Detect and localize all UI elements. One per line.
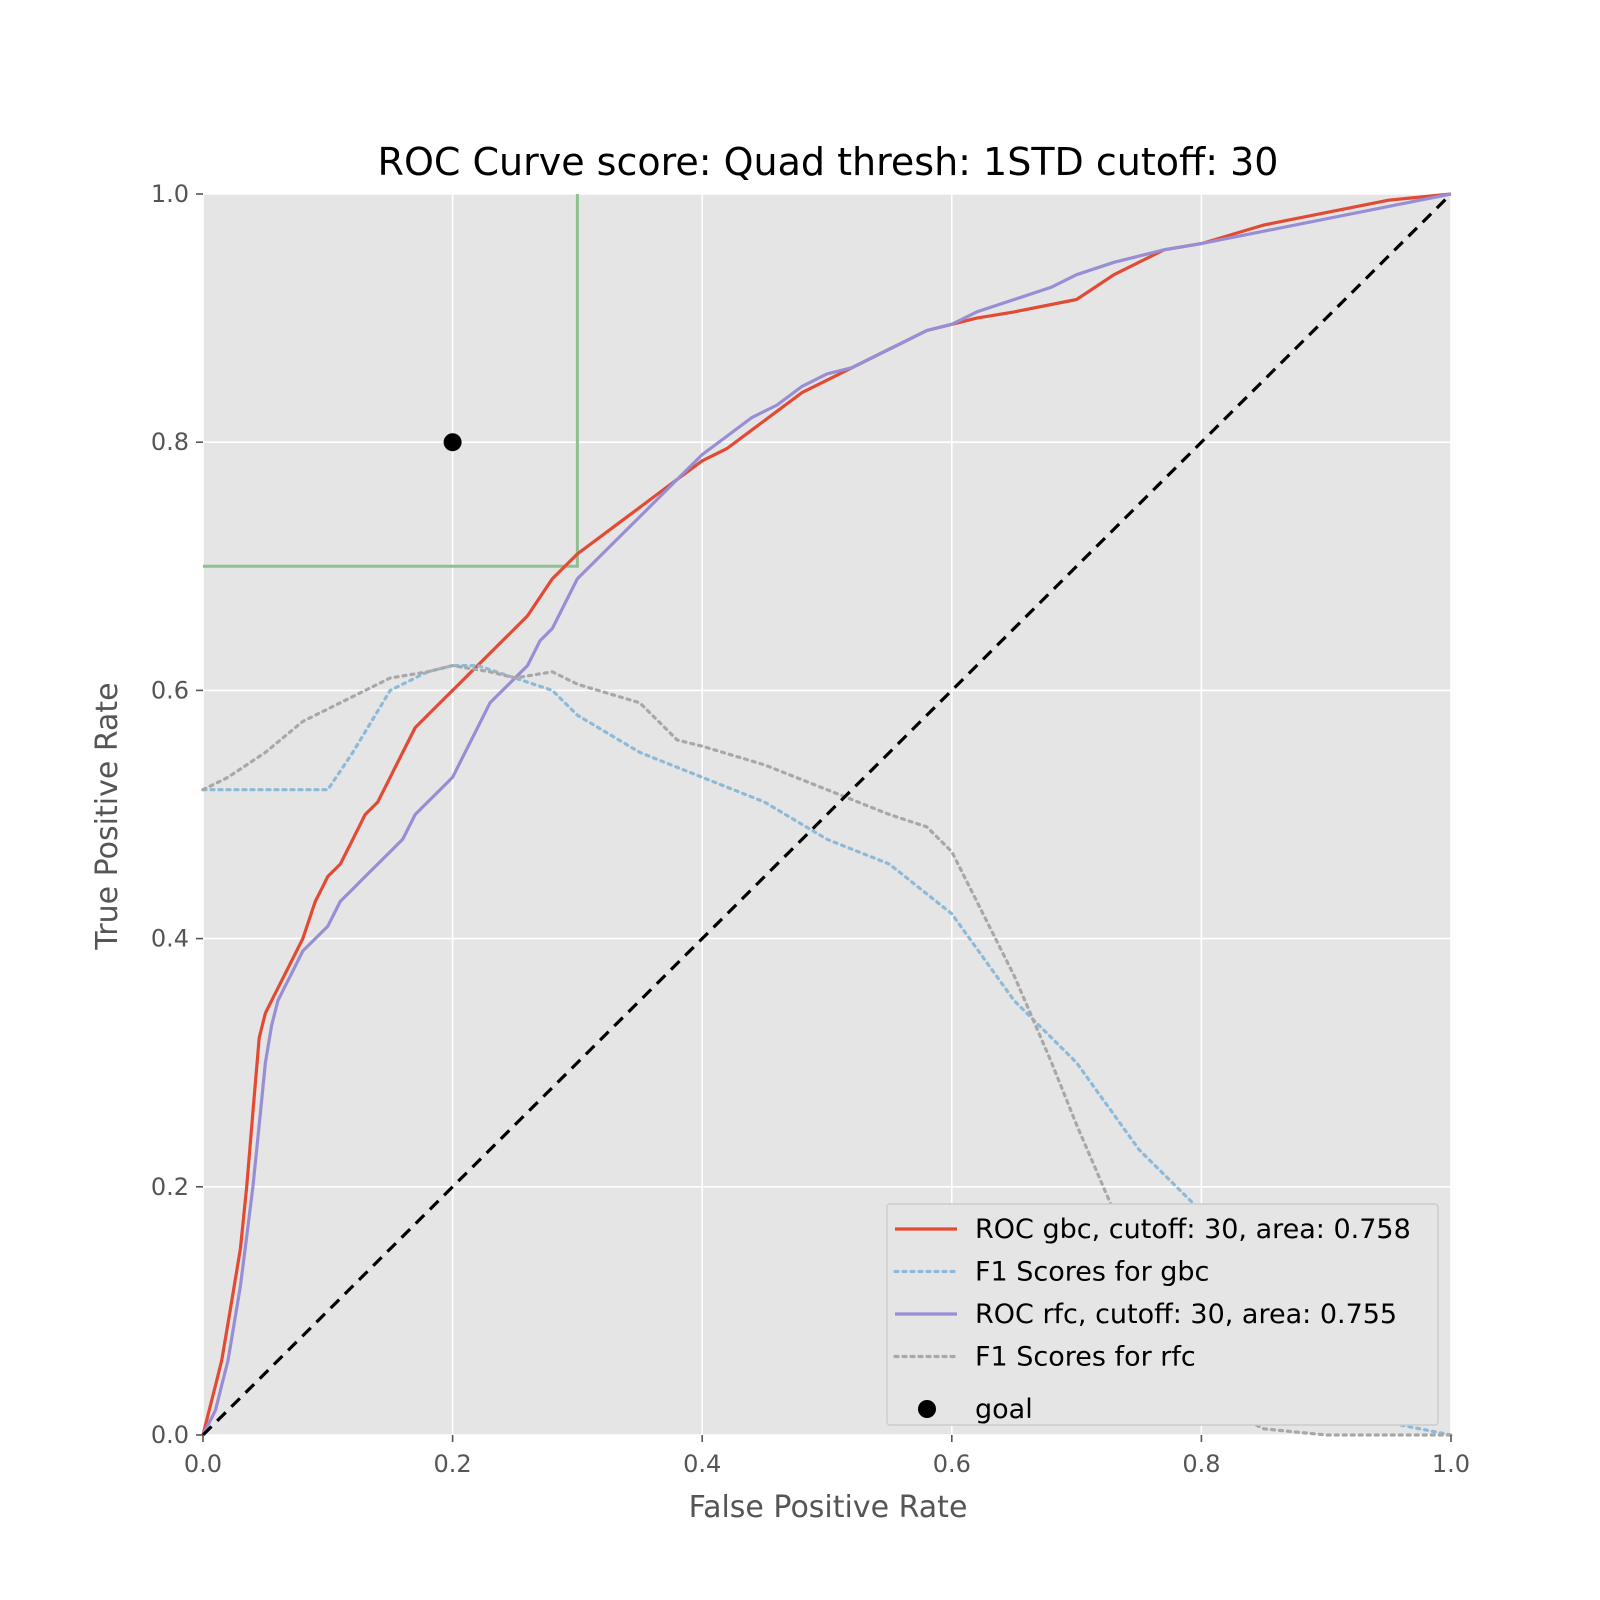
legend-label: goal: [975, 1394, 1033, 1425]
x-tick-label: 1.0: [1432, 1450, 1470, 1478]
y-tick-label: 0.4: [151, 925, 189, 953]
threshold-line: [203, 194, 579, 568]
y-tick-label: 0.8: [151, 428, 189, 456]
y-tick-label: 0.0: [151, 1421, 189, 1449]
x-tick-label: 0.8: [1182, 1450, 1220, 1478]
x-tick-label: 0.0: [184, 1450, 222, 1478]
diagonal-reference: [201, 192, 1453, 1437]
x-axis-label: False Positive Rate: [689, 1490, 968, 1525]
legend: ROC gbc, cutoff: 30, area: 0.758 F1 Score…: [886, 1203, 1439, 1426]
y-tick-label: 1.0: [151, 180, 189, 208]
x-tick-label: 0.4: [683, 1450, 721, 1478]
legend-label: F1 Scores for rfc: [975, 1342, 1196, 1373]
chart-title: ROC Curve score: Quad thresh: 1STD cutof…: [378, 140, 1279, 184]
legend-swatch: [918, 1400, 936, 1418]
goal-point: [443, 433, 462, 452]
legend-label: ROC gbc, cutoff: 30, area: 0.758: [975, 1214, 1411, 1245]
y-axis-label: True Positive Rate: [90, 682, 125, 950]
legend-label: ROC rfc, cutoff: 30, area: 0.755: [975, 1299, 1397, 1330]
y-tick-label: 0.2: [151, 1173, 189, 1201]
x-tick-label: 0.6: [933, 1450, 971, 1478]
threshold-box: [203, 194, 579, 568]
y-tick-label: 0.6: [151, 676, 189, 704]
legend-label: F1 Scores for gbc: [975, 1257, 1209, 1288]
x-tick-label: 0.2: [434, 1450, 472, 1478]
axis-ticks: 0.0 0.2 0.4 0.6 0.8 1.0 0.0 0.2 0.4 0.6 0.8 1.0: [151, 180, 1470, 1478]
series-2-line: [201, 192, 1452, 1436]
diagonal-line: [201, 192, 1453, 1437]
legend-frame: [886, 1203, 1439, 1426]
